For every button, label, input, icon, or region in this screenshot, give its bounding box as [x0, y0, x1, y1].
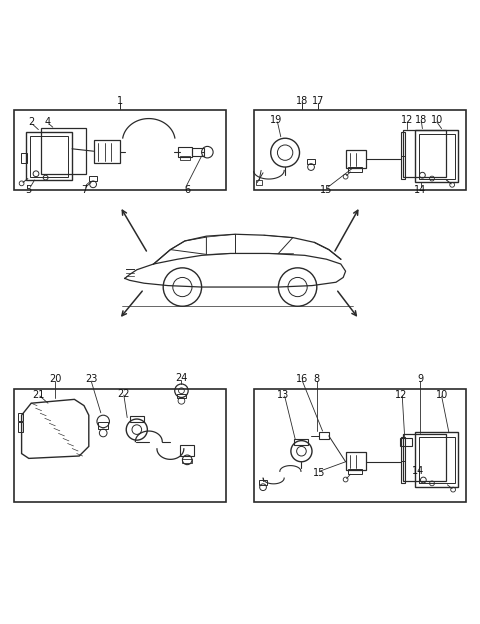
Bar [182, 459, 192, 463]
Text: 24: 24 [175, 373, 188, 383]
Bar [419, 134, 455, 179]
Text: 12: 12 [395, 389, 407, 399]
Bar [348, 469, 362, 474]
Bar [401, 132, 405, 178]
Text: 6: 6 [184, 185, 190, 195]
Text: 10: 10 [435, 389, 448, 399]
Bar [348, 167, 362, 172]
Bar [254, 110, 466, 190]
Text: 15: 15 [313, 468, 325, 478]
Bar [254, 389, 466, 502]
Text: 13: 13 [277, 389, 289, 399]
Bar [177, 394, 186, 398]
Bar [401, 437, 405, 484]
Text: 15: 15 [320, 185, 333, 195]
Text: 19: 19 [270, 115, 282, 125]
Bar [319, 432, 329, 439]
Text: 10: 10 [431, 115, 443, 125]
Text: 7: 7 [81, 185, 87, 195]
Text: 17: 17 [312, 96, 324, 106]
Bar [14, 389, 226, 502]
Bar [180, 156, 190, 160]
Bar [41, 128, 86, 173]
Text: 18: 18 [296, 96, 309, 106]
Text: 21: 21 [32, 389, 45, 399]
Bar [180, 446, 194, 456]
Bar [18, 422, 23, 432]
Text: 12: 12 [401, 115, 413, 125]
Bar [346, 452, 366, 470]
Text: 2: 2 [28, 117, 35, 127]
Text: 20: 20 [49, 374, 61, 384]
Text: 23: 23 [85, 374, 97, 384]
Bar [403, 130, 446, 177]
Text: 4: 4 [45, 117, 51, 127]
Bar [98, 422, 108, 429]
Bar [294, 439, 308, 446]
Bar [30, 136, 68, 177]
Bar [346, 150, 366, 168]
Text: 14: 14 [414, 185, 426, 195]
Bar [415, 130, 458, 182]
Bar [26, 132, 72, 180]
Text: 16: 16 [296, 374, 309, 384]
Bar [94, 140, 120, 163]
Text: 9: 9 [417, 374, 423, 384]
Bar [192, 149, 204, 156]
Bar [21, 153, 27, 163]
Bar [18, 413, 23, 421]
Bar [419, 437, 455, 484]
Bar [89, 176, 97, 182]
Bar [307, 159, 315, 164]
Bar [178, 147, 192, 157]
Text: 8: 8 [314, 374, 320, 384]
Text: 5: 5 [25, 185, 32, 195]
Bar [400, 438, 412, 446]
Bar [403, 434, 446, 481]
Text: 1: 1 [117, 96, 123, 106]
Bar [14, 110, 226, 190]
Bar [130, 416, 144, 422]
Text: 22: 22 [118, 389, 130, 399]
Text: 18: 18 [415, 115, 428, 125]
Text: 14: 14 [411, 466, 424, 476]
Bar [256, 180, 262, 185]
Bar [259, 480, 267, 485]
Bar [415, 432, 458, 487]
